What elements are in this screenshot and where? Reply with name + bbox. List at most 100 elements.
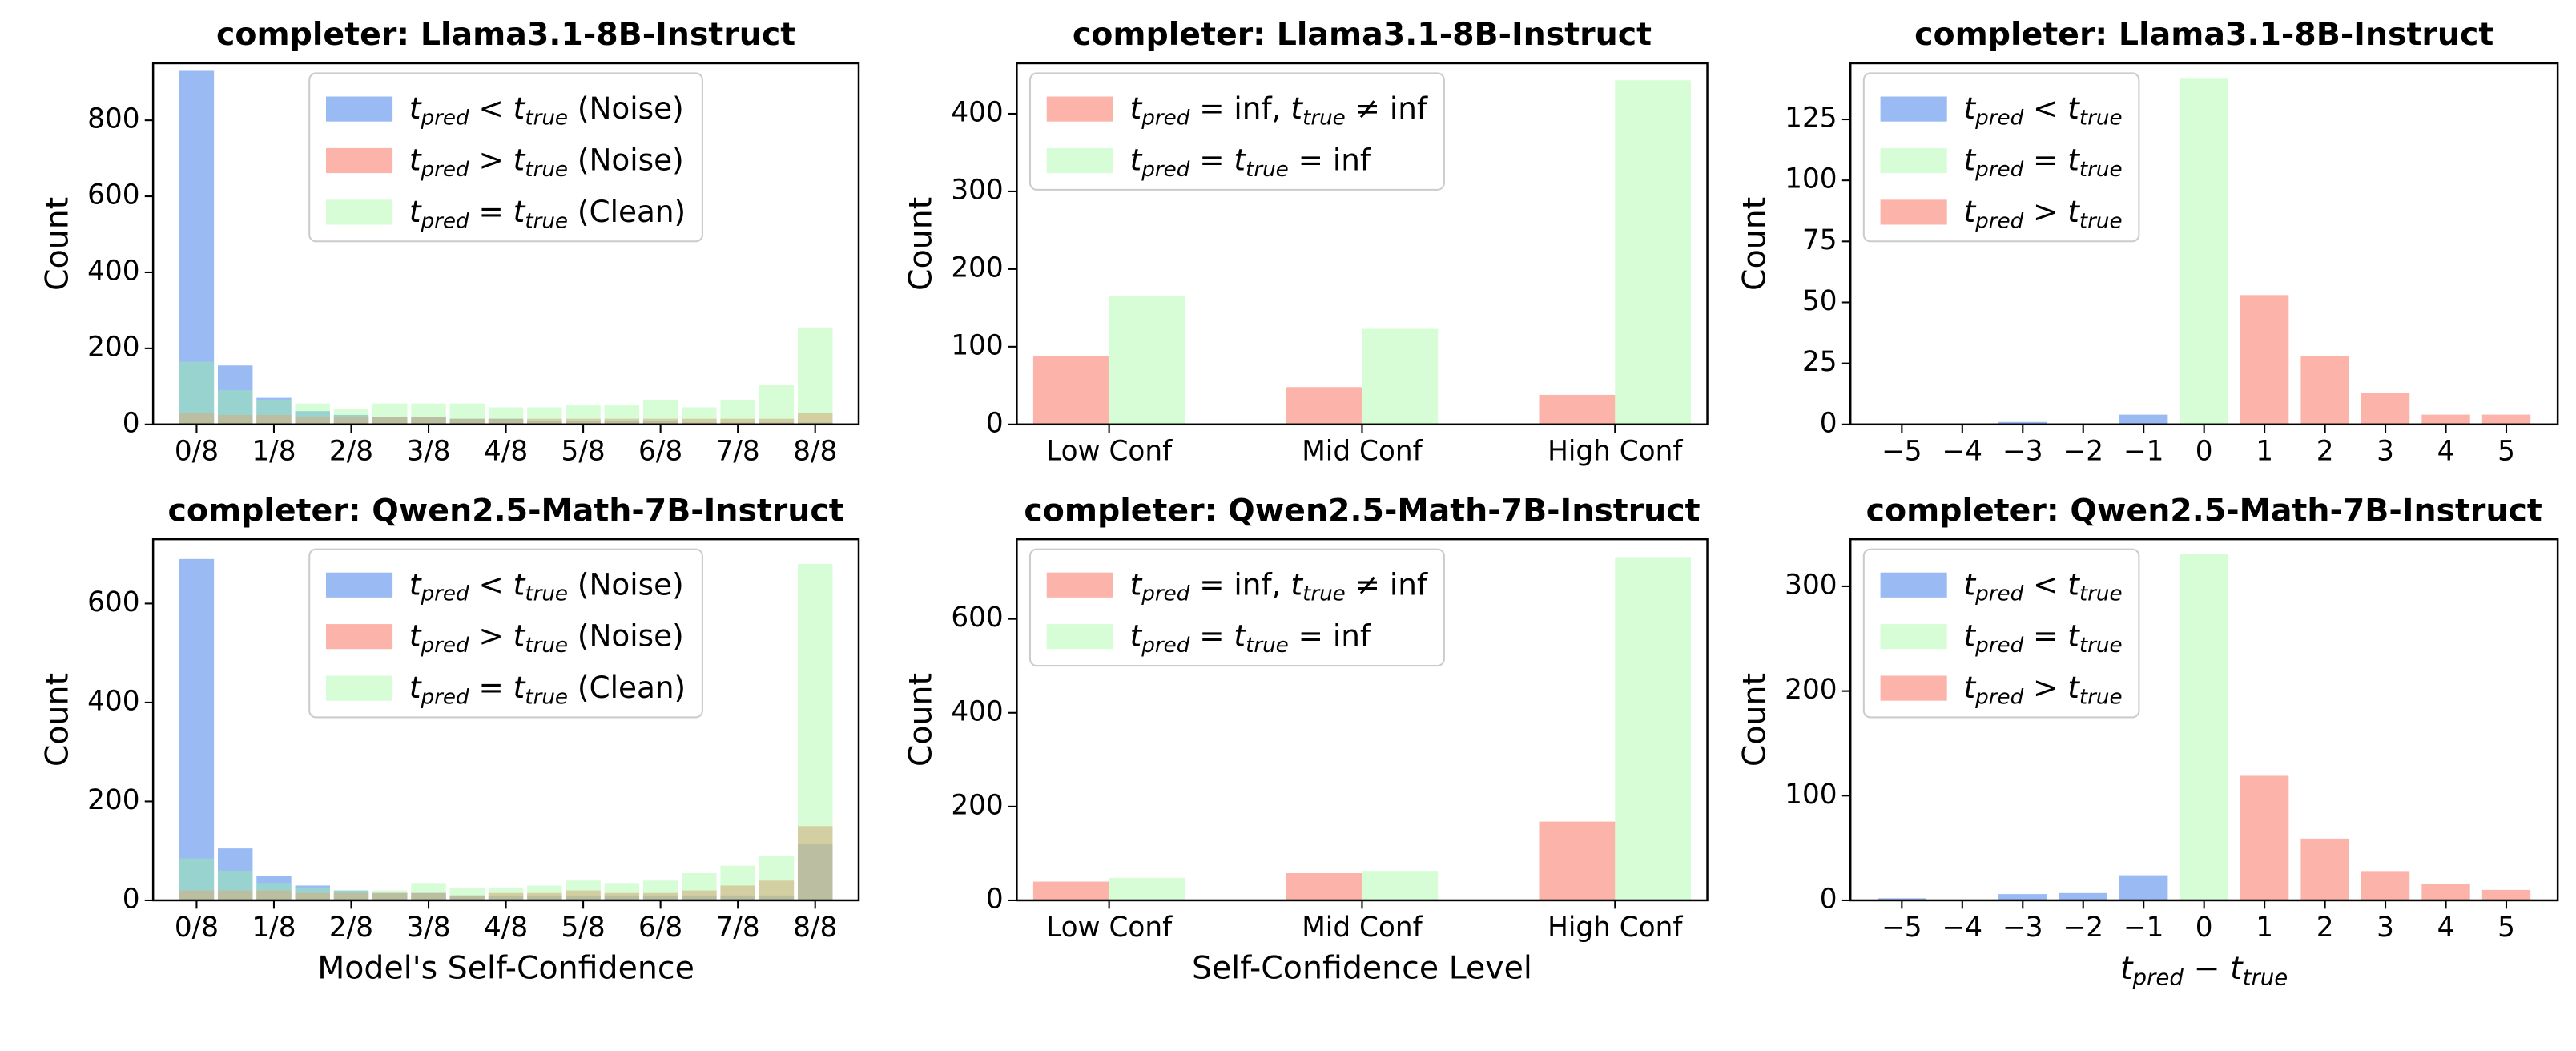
bar — [256, 399, 292, 425]
legend-label: tpred = ttrue = inf — [1130, 618, 1371, 657]
bar — [411, 892, 446, 900]
bar — [217, 870, 253, 900]
bar — [256, 414, 292, 425]
bar — [411, 417, 446, 425]
legend-swatch — [326, 147, 393, 174]
legend-box — [1028, 548, 1445, 667]
bar — [179, 70, 215, 425]
bar — [372, 890, 408, 900]
bar — [2119, 414, 2168, 425]
x-tick-label: High Conf — [1548, 912, 1683, 944]
legend-box — [1028, 72, 1445, 191]
bars — [1998, 78, 2531, 425]
y-tick-label: 0 — [986, 883, 1004, 915]
x-axis-label: Model's Self-Confidence — [317, 950, 694, 987]
bar — [797, 826, 833, 900]
bar — [179, 558, 215, 900]
x-tick-label: 5 — [2498, 436, 2515, 468]
x-tick-label: 6/8 — [638, 436, 682, 468]
bars — [1032, 557, 1692, 900]
bar — [488, 888, 524, 900]
subplot: completer: Llama3.1-8B-Instruct025507510… — [1736, 16, 2559, 468]
bar — [488, 418, 524, 425]
y-tick-label: 300 — [951, 174, 1003, 206]
y-axis-label: Count — [38, 197, 75, 291]
axes-frame — [1849, 62, 2559, 426]
bar — [1362, 871, 1439, 900]
legend-swatch — [1880, 572, 1947, 598]
x-tick-label: 0/8 — [175, 436, 219, 468]
axes-frame — [1016, 538, 1709, 902]
bar — [720, 399, 755, 425]
x-tick-label: 3/8 — [406, 436, 450, 468]
bar — [372, 417, 408, 425]
legend-swatch — [326, 675, 393, 701]
bar — [604, 418, 640, 425]
legend-swatch — [1046, 572, 1113, 598]
bar — [372, 403, 408, 425]
bars — [1032, 80, 1692, 425]
bar — [527, 407, 562, 425]
bar — [1539, 821, 1616, 900]
legend-swatch — [1046, 96, 1113, 122]
y-tick-label: 400 — [951, 96, 1003, 128]
legend-swatch — [326, 624, 393, 650]
bar — [2361, 393, 2410, 425]
legend-label: tpred = ttrue (Clean) — [409, 670, 686, 709]
x-tick-label: 0 — [2196, 912, 2213, 944]
bar — [720, 418, 755, 425]
bar — [720, 865, 755, 900]
y-tick-label: 0 — [1820, 883, 1837, 915]
legend-swatch — [1046, 147, 1113, 174]
legend: tpred = inf, ttrue ≠ inf tpred = ttrue = … — [1028, 72, 1445, 191]
bar — [217, 414, 253, 425]
subplot: completer: Qwen2.5-Math-7B-Instruct 0 200 4… — [38, 492, 860, 987]
x-tick-label: 5 — [2498, 912, 2515, 944]
y-tick-label: 600 — [87, 586, 139, 618]
x-tick-label: Low Conf — [1046, 436, 1173, 468]
bar — [179, 413, 215, 425]
subplot-title: completer: Llama3.1-8B-Instruct — [1914, 16, 2493, 53]
bar — [527, 892, 562, 900]
bar — [604, 883, 640, 900]
bar — [566, 418, 601, 425]
x-tick-label: 0 — [2196, 436, 2213, 468]
y-tick-label: 200 — [87, 331, 139, 363]
bar — [682, 407, 717, 425]
y-tick-label: 200 — [1785, 674, 1837, 706]
subplot-title: completer: Llama3.1-8B-Instruct — [1073, 16, 1652, 53]
y-tick-label: 25 — [1802, 346, 1837, 378]
x-tick-label: 1/8 — [252, 436, 296, 468]
x-tick-label: 5/8 — [561, 436, 606, 468]
bar — [217, 365, 253, 425]
legend-label: tpred = ttrue — [1963, 618, 2122, 657]
bar — [333, 892, 369, 900]
bar — [217, 890, 253, 900]
bar — [449, 418, 485, 425]
x-tick-label: 4 — [2437, 436, 2455, 468]
x-tick-label: 1 — [2256, 436, 2273, 468]
x-tick-label: 4/8 — [484, 436, 528, 468]
y-axis-label: Count — [1736, 673, 1773, 767]
x-tick-label: −2 — [2063, 912, 2103, 944]
legend-label: tpred > ttrue (Noise) — [409, 142, 684, 181]
legend-swatch — [326, 199, 393, 225]
subplot-title: completer: Qwen2.5-Math-7B-Instruct — [1024, 492, 1700, 529]
legend: tpred < ttrue tpred = ttrue tpred > ttrue — [1862, 548, 2140, 719]
legend-label: tpred = ttrue (Clean) — [409, 193, 686, 232]
bars — [179, 70, 833, 425]
x-tick-label: 4 — [2437, 912, 2455, 944]
bar — [2421, 884, 2470, 900]
x-tick-label: −4 — [1942, 436, 1983, 468]
y-axis-label: Count — [38, 673, 75, 767]
legend-swatch — [326, 96, 393, 122]
x-tick-label: 1 — [2256, 912, 2273, 944]
axes-frame — [1016, 62, 1709, 426]
bar — [566, 880, 601, 900]
bar — [2180, 554, 2228, 900]
bar — [488, 407, 524, 425]
bar — [411, 403, 446, 425]
bar — [1615, 557, 1692, 900]
y-tick-label: 0 — [986, 407, 1004, 439]
legend-label: tpred > ttrue (Noise) — [409, 618, 684, 657]
